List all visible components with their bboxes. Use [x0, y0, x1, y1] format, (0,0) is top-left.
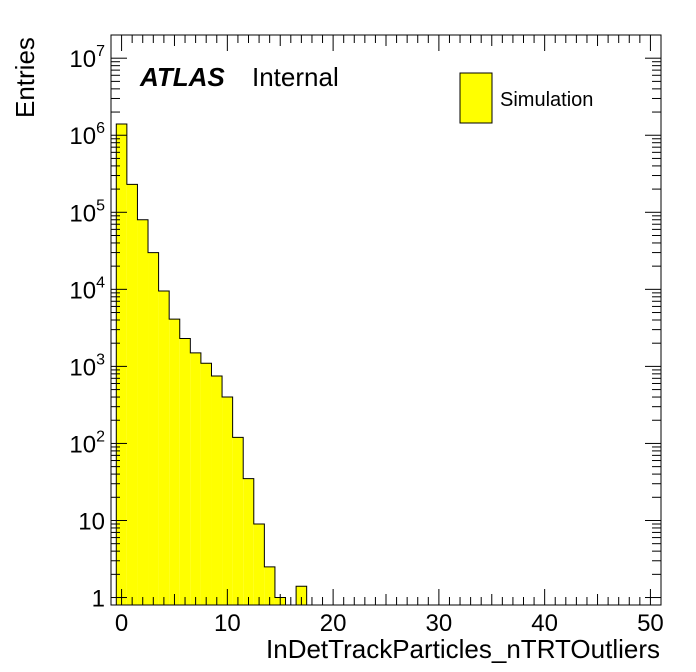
histogram-bars	[115, 123, 308, 606]
histogram-bin-1	[126, 184, 138, 605]
histogram-bin-12	[243, 478, 254, 605]
histogram-outline	[115, 123, 308, 606]
y-tick-label: 105	[69, 197, 105, 227]
y-tick-labels: 1 10 102 103 104 105 106 107	[69, 43, 105, 612]
histogram-bin-8	[200, 363, 212, 605]
plot-frame	[110, 34, 662, 606]
y-tick-label: 10	[78, 508, 105, 535]
y-tick-label: 107	[69, 43, 105, 73]
histogram-bin-11	[232, 437, 244, 605]
axis-ticks	[111, 34, 662, 605]
histogram-bin-5	[169, 319, 180, 605]
x-tick-labels: 0 10 20 30 40 50	[115, 610, 664, 637]
histogram-bin-17	[296, 586, 307, 605]
legend-swatch	[459, 72, 493, 124]
x-axis-title: InDetTrackParticles_nTRTOutliers	[266, 634, 660, 664]
histogram-bin-9	[211, 376, 223, 605]
x-tick-label: 50	[637, 610, 664, 637]
y-tick-label: 1	[92, 586, 105, 613]
y-tick-label: 106	[69, 120, 105, 150]
y-tick-label: 103	[69, 351, 105, 381]
histogram-bin-10	[222, 397, 233, 605]
x-tick-label: 20	[320, 610, 347, 637]
histogram-bin-6	[179, 338, 191, 605]
histogram-bin-0	[116, 123, 127, 606]
y-tick-label: 104	[69, 274, 105, 304]
x-tick-label: 30	[426, 610, 453, 637]
x-tick-label: 10	[214, 610, 241, 637]
histogram-bin-7	[190, 352, 201, 605]
x-tick-label: 0	[115, 610, 128, 637]
histogram-bin-4	[158, 291, 170, 605]
histogram-bin-14	[264, 566, 275, 605]
y-axis-title: Entries	[10, 37, 40, 118]
legend-label-simulation: Simulation	[500, 89, 593, 111]
y-tick-label: 102	[69, 428, 105, 458]
histogram-bin-3	[148, 252, 159, 605]
legend: Simulation	[459, 72, 593, 124]
x-tick-label: 40	[531, 610, 558, 637]
histogram-bin-2	[137, 219, 149, 605]
histogram-bin-13	[253, 524, 265, 605]
internal-label: Internal	[252, 62, 339, 92]
atlas-label: ATLAS	[139, 62, 225, 92]
